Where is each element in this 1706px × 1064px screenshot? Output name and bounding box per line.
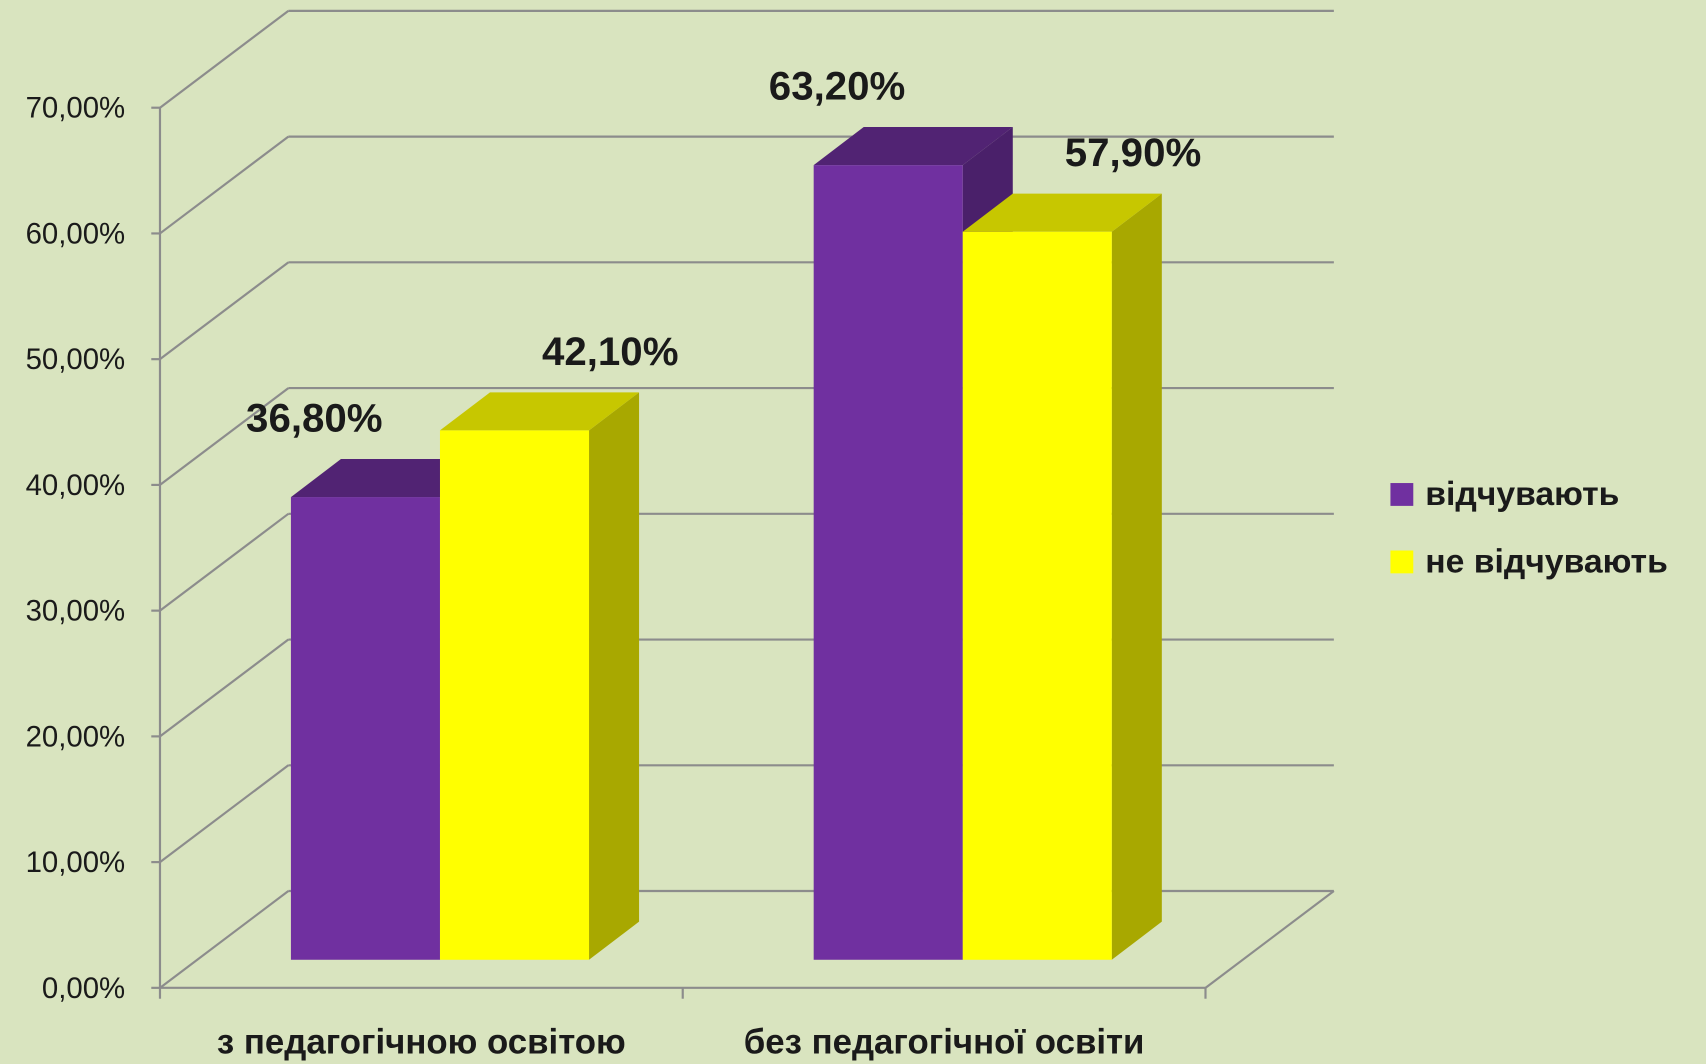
x-tick-label: з педагогічною освітою <box>217 1023 626 1062</box>
legend-label: відчувають <box>1425 475 1619 513</box>
grid-line <box>159 261 290 361</box>
grid-line <box>159 638 290 738</box>
bar-top <box>439 392 640 431</box>
bar <box>290 497 440 960</box>
bar-side <box>1111 193 1162 960</box>
bar-top <box>813 127 1013 166</box>
legend-swatch <box>1390 483 1414 506</box>
legend-label: не відчувають <box>1425 542 1668 580</box>
y-tick-label: 30,00% <box>26 595 126 628</box>
grid-line <box>159 764 290 863</box>
bar <box>813 165 963 960</box>
grid-line <box>159 387 290 486</box>
grid-line <box>159 135 290 235</box>
value-label: 57,90% <box>1065 130 1202 175</box>
y-tick-label: 0,00% <box>42 972 125 1005</box>
y-tick-label: 60,00% <box>26 217 126 250</box>
grid-line <box>159 512 290 612</box>
bar <box>962 231 1112 960</box>
y-tick-label: 40,00% <box>26 469 126 502</box>
grid-line <box>159 890 290 989</box>
grid-line <box>159 10 290 109</box>
legend-swatch <box>1390 550 1414 574</box>
bar <box>439 430 590 960</box>
y-tick-label: 10,00% <box>26 846 126 879</box>
floor-edge <box>1204 890 1335 989</box>
y-tick-label: 20,00% <box>26 720 126 753</box>
value-label: 36,80% <box>246 396 383 441</box>
y-tick-label: 50,00% <box>26 343 126 376</box>
bar-side <box>589 392 640 960</box>
bar-top <box>962 193 1162 232</box>
x-tick-label: без педагогічної освіти <box>744 1023 1145 1062</box>
value-label: 63,20% <box>769 64 906 109</box>
y-tick-label: 70,00% <box>26 92 126 125</box>
value-label: 42,10% <box>542 329 679 374</box>
